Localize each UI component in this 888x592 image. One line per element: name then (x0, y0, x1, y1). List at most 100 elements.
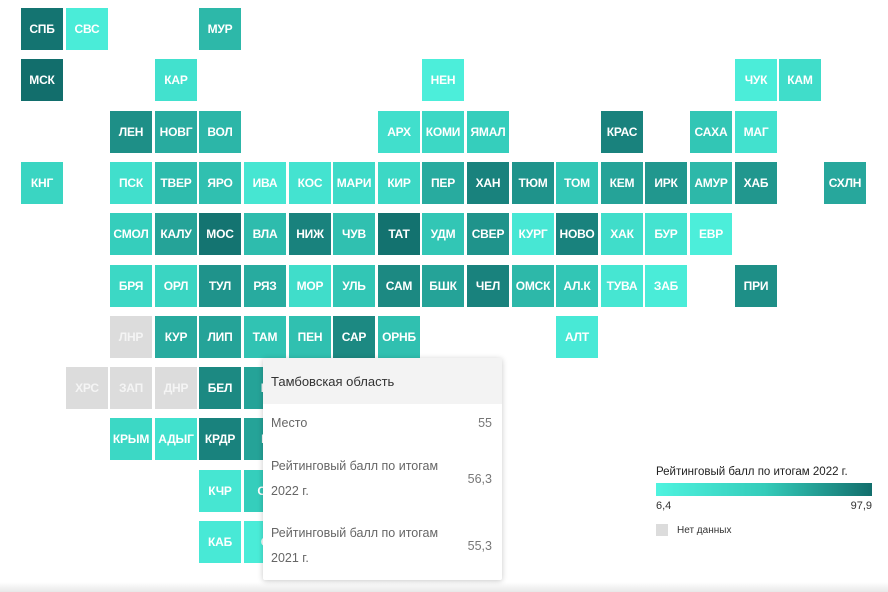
region-tile[interactable]: СХЛН (824, 162, 866, 204)
region-tile[interactable]: ПЕР (422, 162, 464, 204)
region-tile[interactable]: САР (333, 316, 375, 358)
legend-min-label: 6,4 (656, 500, 672, 512)
region-tile[interactable]: ЯМАЛ (467, 111, 509, 153)
tooltip-label: Место (271, 416, 308, 430)
region-tile[interactable]: ЗАП (110, 367, 152, 409)
region-tile[interactable]: СМОЛ (110, 213, 152, 255)
region-tile[interactable]: ХРС (66, 367, 108, 409)
region-tile[interactable]: ТВЕР (155, 162, 197, 204)
region-tile[interactable]: ТУЛ (199, 265, 241, 307)
region-tile[interactable]: ЧЕЛ (467, 265, 509, 307)
no-data-swatch (656, 524, 668, 536)
region-tile[interactable]: УДМ (422, 213, 464, 255)
region-tile[interactable]: ЕВР (690, 213, 732, 255)
region-tile[interactable]: ЧУК (735, 59, 777, 101)
region-tile[interactable]: КРЫМ (110, 418, 152, 460)
legend-no-data: Нет данных (656, 524, 872, 536)
region-tile[interactable]: КИР (378, 162, 420, 204)
region-tile[interactable]: БУР (645, 213, 687, 255)
region-tile[interactable]: КУРГ (512, 213, 554, 255)
region-tile[interactable]: ПРИ (735, 265, 777, 307)
region-tile[interactable]: НИЖ (289, 213, 331, 255)
tooltip-title: Тамбовская область (263, 358, 502, 404)
region-tile[interactable]: РЯЗ (244, 265, 286, 307)
region-tile[interactable]: АЛ.К (556, 265, 598, 307)
legend-title: Рейтинговый балл по итогам 2022 г. (656, 466, 848, 478)
region-tile[interactable]: КАР (155, 59, 197, 101)
region-tile[interactable]: ЧУВ (333, 213, 375, 255)
region-tile[interactable]: ОРНБ (378, 316, 420, 358)
tooltip-value: 56,3 (467, 471, 492, 486)
region-tooltip: Тамбовская область Место 55 Рейтинговый … (263, 358, 502, 580)
region-tile[interactable]: ОМСК (512, 265, 554, 307)
legend-max-label: 97,9 (850, 500, 872, 512)
tooltip-label: Рейтинговый балл по итогам 2021 г. (271, 526, 439, 565)
region-tile[interactable]: БШК (422, 265, 464, 307)
region-tile[interactable]: ХАН (467, 162, 509, 204)
region-tile[interactable]: УЛЬ (333, 265, 375, 307)
region-tile[interactable]: МУР (199, 8, 241, 50)
region-tile[interactable]: НОВО (556, 213, 598, 255)
region-tile[interactable]: ТОМ (556, 162, 598, 204)
region-tile[interactable]: САМ (378, 265, 420, 307)
region-tile[interactable]: МАРИ (333, 162, 375, 204)
region-tile[interactable]: СПБ (21, 8, 63, 50)
region-tile[interactable]: КАЛУ (155, 213, 197, 255)
region-tile[interactable]: АРХ (378, 111, 420, 153)
region-tile[interactable]: КОМИ (422, 111, 464, 153)
region-tile[interactable]: АЛТ (556, 316, 598, 358)
region-tile[interactable]: СВС (66, 8, 108, 50)
region-tile[interactable]: НОВГ (155, 111, 197, 153)
region-tile[interactable]: НЕН (422, 59, 464, 101)
region-tile[interactable]: ОРЛ (155, 265, 197, 307)
region-tile[interactable]: ДНР (155, 367, 197, 409)
legend-ticks: 6,4 97,9 (656, 500, 872, 512)
region-tile[interactable]: ТАТ (378, 213, 420, 255)
color-legend: Рейтинговый балл по итогам 2022 г. 6,4 9… (656, 466, 872, 536)
region-tile[interactable]: ТАМ (244, 316, 286, 358)
region-tile[interactable]: КРАС (601, 111, 643, 153)
region-tile[interactable]: БЕЛ (199, 367, 241, 409)
no-data-label: Нет данных (677, 524, 732, 536)
region-tile[interactable]: КОС (289, 162, 331, 204)
region-tile[interactable]: ВЛА (244, 213, 286, 255)
tooltip-value: 55,3 (467, 538, 492, 553)
region-tile[interactable]: КЧР (199, 470, 241, 512)
region-tile[interactable]: ХАК (601, 213, 643, 255)
region-tile[interactable]: ЯРО (199, 162, 241, 204)
region-tile[interactable]: ВОЛ (199, 111, 241, 153)
tooltip-label: Рейтинговый балл по итогам 2022 г. (271, 459, 439, 498)
region-tile[interactable]: ЛИП (199, 316, 241, 358)
region-tile[interactable]: СВЕР (467, 213, 509, 255)
region-tile[interactable]: КРДР (199, 418, 241, 460)
legend-gradient-bar (656, 483, 872, 496)
region-tile[interactable]: САХА (690, 111, 732, 153)
tooltip-row-score-2021: Рейтинговый балл по итогам 2021 г. 55,3 (271, 521, 492, 571)
region-tile[interactable]: АДЫГ (155, 418, 197, 460)
region-tile[interactable]: МОР (289, 265, 331, 307)
region-tile[interactable]: ПСК (110, 162, 152, 204)
region-tile[interactable]: БРЯ (110, 265, 152, 307)
region-tile[interactable]: МАГ (735, 111, 777, 153)
region-tile[interactable]: ЛЕН (110, 111, 152, 153)
region-tile[interactable]: МСК (21, 59, 63, 101)
region-tile[interactable]: КУР (155, 316, 197, 358)
tooltip-row-score-2022: Рейтинговый балл по итогам 2022 г. 56,3 (271, 454, 492, 504)
region-tile[interactable]: МОС (199, 213, 241, 255)
region-tile[interactable]: ПЕН (289, 316, 331, 358)
tooltip-row-place: Место 55 (271, 411, 492, 436)
region-tile[interactable]: ЗАБ (645, 265, 687, 307)
region-tile[interactable]: КНГ (21, 162, 63, 204)
region-tile[interactable]: КАБ (199, 521, 241, 563)
region-tile[interactable]: ЛНР (110, 316, 152, 358)
tooltip-value: 55 (478, 416, 492, 430)
region-tile[interactable]: АМУР (690, 162, 732, 204)
region-tile[interactable]: ХАБ (735, 162, 777, 204)
region-tile[interactable]: КАМ (779, 59, 821, 101)
region-tile[interactable]: ТЮМ (512, 162, 554, 204)
region-tile[interactable]: ИВА (244, 162, 286, 204)
region-tile[interactable]: КЕМ (601, 162, 643, 204)
region-tile[interactable]: ТУВА (601, 265, 643, 307)
region-tile[interactable]: ИРК (645, 162, 687, 204)
